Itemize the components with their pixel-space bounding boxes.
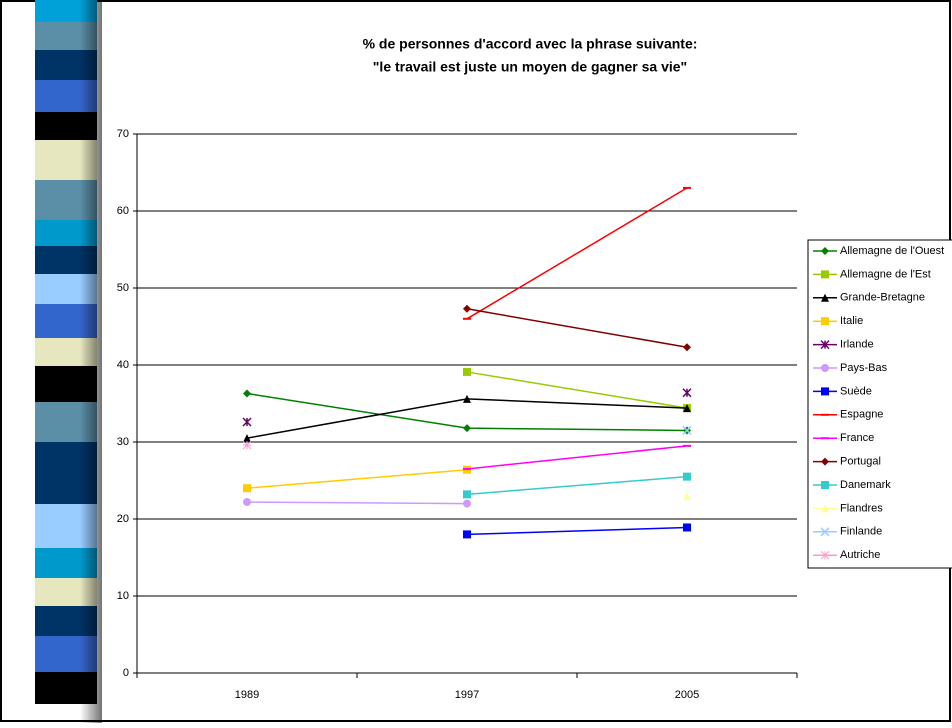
marker: [821, 364, 829, 372]
marker: [463, 499, 471, 508]
marker: [821, 247, 829, 255]
y-tick-label: 70: [117, 128, 129, 140]
legend-box: [807, 239, 952, 569]
marker: [821, 270, 829, 279]
marker: [682, 425, 692, 435]
legend-label: Irlande: [840, 339, 874, 351]
legend-label: Pays-Bas: [840, 362, 888, 374]
legend-label: Flandres: [840, 502, 883, 514]
marker: [820, 550, 830, 560]
marker: [820, 527, 830, 537]
marker: [683, 343, 691, 352]
legend-label: Suède: [840, 385, 872, 397]
marker: [821, 293, 829, 302]
x-tick-label: 1989: [235, 689, 259, 701]
series-line: [466, 308, 688, 349]
chart-subtitle: "le travail est juste un moyen de gagner…: [373, 59, 687, 75]
marker: [683, 472, 691, 481]
x-tick-label: 2005: [675, 689, 699, 701]
marker: [683, 523, 691, 532]
chart-title: % de personnes d'accord avec la phrase s…: [363, 36, 698, 52]
legend-label: Allemagne de l'Ouest: [840, 245, 944, 257]
y-tick-label: 30: [117, 436, 129, 448]
marker: [243, 434, 251, 443]
marker: [243, 498, 251, 507]
marker: [821, 481, 829, 489]
series-line: [466, 475, 688, 496]
marker: [821, 387, 829, 396]
marker: [463, 530, 471, 539]
marker: [242, 417, 252, 427]
series-line: [466, 187, 688, 320]
y-tick-label: 20: [117, 513, 129, 525]
x-tick-label: 1997: [455, 689, 479, 701]
marker: [463, 490, 471, 499]
marker: [821, 317, 829, 326]
marker: [463, 424, 471, 433]
series-line: [246, 501, 468, 505]
legend-label: Grande-Bretagne: [840, 292, 925, 304]
y-tick-label: 40: [117, 359, 129, 371]
y-tick-label: 10: [117, 590, 129, 602]
legend-label: Danemark: [840, 479, 891, 491]
strip-shadow: [80, 0, 102, 723]
marker: [243, 484, 251, 493]
marker: [243, 389, 251, 398]
marker: [242, 440, 252, 450]
legend-label: Finlande: [840, 526, 882, 538]
marker: [821, 504, 829, 513]
marker: [463, 304, 471, 313]
series-line: [466, 526, 688, 536]
legend-label: Portugal: [840, 456, 881, 468]
marker: [683, 404, 691, 413]
marker: [683, 491, 691, 500]
y-tick-label: 50: [117, 282, 129, 294]
marker: [463, 394, 471, 403]
decorative-strip: [35, 0, 102, 723]
legend-label: Allemagne de l'Est: [840, 268, 931, 280]
series-line: [466, 371, 688, 409]
series-line: [246, 468, 468, 489]
y-tick-label: 0: [123, 667, 129, 679]
marker: [682, 388, 692, 398]
legend-label: Italie: [840, 315, 863, 327]
legend-label: Espagne: [840, 409, 883, 421]
marker: [821, 457, 829, 466]
series-line: [466, 445, 688, 470]
y-tick-label: 60: [117, 205, 129, 217]
marker: [463, 367, 471, 376]
legend-label: France: [840, 432, 874, 444]
legend-label: Autriche: [840, 549, 880, 561]
marker: [820, 340, 830, 350]
